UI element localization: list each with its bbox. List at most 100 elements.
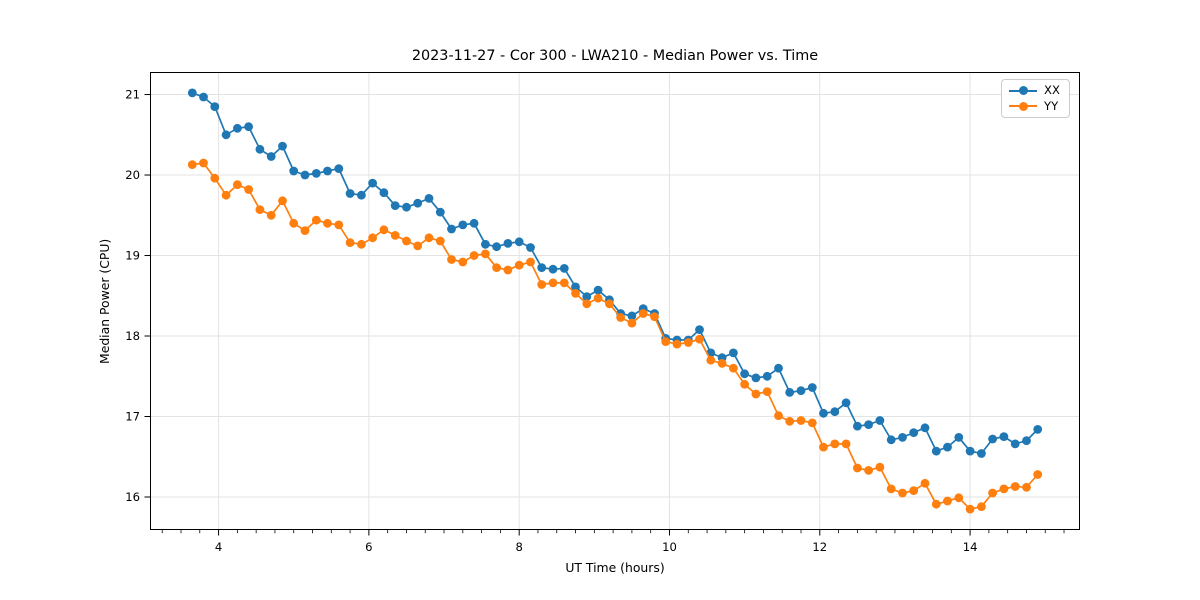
data-point-YY xyxy=(638,309,648,318)
data-point-XX xyxy=(751,373,761,383)
legend-label: XX xyxy=(1044,83,1060,97)
data-point-XX xyxy=(368,178,377,188)
data-point-YY xyxy=(774,411,783,421)
data-point-YY xyxy=(368,233,377,243)
y-tick-label: 21 xyxy=(125,88,140,102)
x-tick-label: 8 xyxy=(515,540,522,554)
data-point-XX xyxy=(413,198,423,208)
data-point-YY xyxy=(886,484,896,494)
x-tick-label: 14 xyxy=(963,540,978,554)
data-point-YY xyxy=(255,205,265,215)
data-point-YY xyxy=(424,233,434,243)
data-point-XX xyxy=(830,407,840,417)
data-point-XX xyxy=(187,88,197,98)
data-point-YY xyxy=(740,379,749,389)
data-point-YY xyxy=(819,442,828,452)
data-point-YY xyxy=(650,312,659,322)
data-point-XX xyxy=(435,207,445,217)
data-point-XX xyxy=(875,416,885,425)
data-point-XX xyxy=(740,369,749,379)
data-point-YY xyxy=(233,180,242,190)
data-point-XX xyxy=(289,166,299,176)
data-point-XX xyxy=(210,102,220,111)
data-point-YY xyxy=(1010,482,1020,491)
data-point-XX xyxy=(819,408,828,418)
data-point-XX xyxy=(796,386,806,396)
data-point-YY xyxy=(244,185,254,194)
data-point-XX xyxy=(943,442,952,452)
data-point-XX xyxy=(898,433,907,442)
data-point-XX xyxy=(300,170,310,180)
data-point-YY xyxy=(807,418,817,428)
data-point-YY xyxy=(729,363,738,373)
data-point-XX xyxy=(221,130,231,140)
data-point-XX xyxy=(965,446,975,456)
data-point-XX xyxy=(886,435,896,445)
data-point-YY xyxy=(785,416,795,426)
data-point-YY xyxy=(402,236,411,246)
y-tick-label: 16 xyxy=(125,490,140,504)
y-tick-label: 20 xyxy=(125,168,140,182)
axes-spines xyxy=(150,72,1080,530)
x-tick-label: 6 xyxy=(365,540,372,554)
data-point-YY xyxy=(311,215,321,225)
data-point-XX xyxy=(807,383,817,392)
data-point-YY xyxy=(751,389,761,399)
data-point-YY xyxy=(841,439,851,449)
data-point-YY xyxy=(221,190,231,200)
y-tick-label: 19 xyxy=(125,249,140,263)
data-point-YY xyxy=(559,278,569,288)
data-point-YY xyxy=(357,239,366,249)
data-point-XX xyxy=(537,263,547,272)
data-point-XX xyxy=(841,398,851,408)
data-point-YY xyxy=(672,339,682,349)
data-point-XX xyxy=(481,239,490,249)
data-point-YY xyxy=(683,338,693,347)
data-point-YY xyxy=(481,249,490,259)
data-point-YY xyxy=(616,313,625,322)
data-point-YY xyxy=(593,293,603,303)
data-point-XX xyxy=(593,285,603,295)
chart-title: 2023-11-27 - Cor 300 - LWA210 - Median P… xyxy=(411,48,819,64)
data-point-XX xyxy=(390,201,400,211)
data-point-YY xyxy=(977,502,986,512)
data-point-XX xyxy=(909,428,919,437)
data-point-XX xyxy=(1010,439,1020,449)
data-point-XX xyxy=(785,388,795,397)
data-point-XX xyxy=(977,449,986,458)
data-point-YY xyxy=(300,226,310,236)
data-point-YY xyxy=(503,265,513,275)
x-tick-label: 4 xyxy=(215,540,222,554)
data-point-YY xyxy=(379,225,389,235)
legend-marker-icon xyxy=(1009,101,1037,111)
data-point-XX xyxy=(774,363,783,373)
data-point-XX xyxy=(729,348,738,358)
series-line-XX xyxy=(192,92,1039,455)
data-point-YY xyxy=(695,334,704,344)
legend-marker-icon xyxy=(1009,86,1037,96)
legend: XX YY xyxy=(1001,79,1070,119)
data-point-YY xyxy=(796,416,806,425)
data-point-XX xyxy=(278,141,287,151)
data-point-YY xyxy=(717,359,727,368)
data-point-YY xyxy=(210,173,220,183)
data-point-XX xyxy=(199,92,208,102)
data-point-YY xyxy=(864,466,873,475)
data-point-YY xyxy=(706,355,716,365)
data-point-YY xyxy=(931,499,941,509)
data-point-XX xyxy=(988,434,997,444)
data-point-XX xyxy=(458,220,468,230)
data-point-YY xyxy=(526,257,535,267)
data-point-YY xyxy=(199,158,208,168)
y-axis-label: Median Power (CPU) xyxy=(97,238,112,364)
data-point-YY xyxy=(988,488,997,498)
data-point-XX xyxy=(266,152,276,161)
data-point-XX xyxy=(920,423,930,433)
data-point-XX xyxy=(492,242,501,252)
series-line-YY xyxy=(192,162,1039,510)
data-point-XX xyxy=(526,243,535,252)
data-point-YY xyxy=(514,260,524,270)
data-point-YY xyxy=(830,439,840,449)
data-point-XX xyxy=(864,420,873,429)
